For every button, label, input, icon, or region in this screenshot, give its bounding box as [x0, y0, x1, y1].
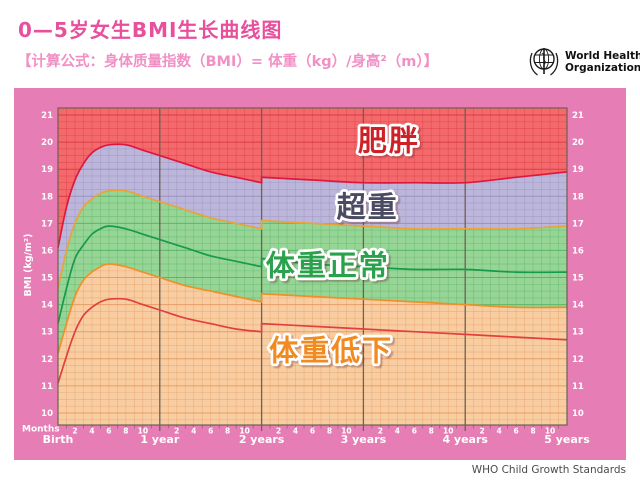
bmi-growth-chart: 10 10 11 11 12 12 13 13 14 14 15 15 16 16 17 17 18 18 19 19…: [22, 107, 590, 446]
x-month-tick-label: 2: [174, 427, 179, 436]
y-tick-label-right: 18: [572, 192, 584, 202]
curve-minus2sd: [57, 297, 568, 384]
x-month-tick-label: 6: [106, 427, 111, 436]
footer-credit: WHO Child Growth Standards: [471, 464, 626, 476]
x-month-tick-label: 2: [480, 427, 485, 436]
y-tick-label-right: 11: [572, 382, 584, 392]
plot-border: [57, 107, 568, 426]
x-month-tick-label: 6: [513, 427, 518, 436]
x-month-tick-label: 6: [412, 427, 417, 436]
who-logo-text-line1: World Health: [565, 49, 640, 62]
who-logo-text: World Health Organization: [565, 50, 640, 74]
y-tick-label-left: 17: [41, 219, 53, 229]
who-logo-text-line2: Organization: [565, 62, 640, 74]
x-month-tick-label: 10: [341, 427, 351, 436]
x-month-tick-label: 10: [239, 427, 249, 436]
x-month-tick-label: 2: [72, 427, 77, 436]
curve-minus1sd: [57, 263, 568, 354]
y-tick-label-right: 19: [572, 165, 584, 175]
y-tick-label-left: 11: [41, 382, 53, 392]
y-tick-label-right: 15: [572, 274, 584, 284]
curve-median: [57, 225, 568, 324]
x-month-tick-label: 2: [378, 427, 383, 436]
y-tick-label-right: 17: [572, 219, 584, 229]
x-year-label: 5 years: [544, 433, 590, 446]
y-tick-label-left: 20: [41, 138, 53, 148]
y-tick-label-right: 13: [572, 328, 584, 338]
page-subtitle: 【计算公式：身体质量指数（BMI）= 体重（kg）/身高²（m）】: [17, 54, 439, 70]
y-tick-label-left: 10: [41, 409, 53, 419]
x-month-tick-label: 4: [89, 427, 94, 436]
x-month-tick-label: 8: [123, 427, 128, 436]
y-tick-label-right: 12: [572, 355, 584, 365]
x-month-tick-label: 10: [138, 427, 148, 436]
x-month-tick-label: 8: [225, 427, 230, 436]
y-tick-label-left: 21: [41, 111, 53, 121]
page-title: 0—5岁女生BMI生长曲线图: [18, 18, 283, 42]
x-year-label: Birth: [43, 433, 74, 446]
curve-plus2sd: [57, 143, 568, 248]
x-year-label: 4 years: [442, 433, 488, 446]
y-tick-label-right: 16: [572, 246, 584, 256]
x-month-tick-label: 6: [208, 427, 213, 436]
y-tick-label-right: 21: [572, 111, 584, 121]
x-month-tick-label: 4: [395, 427, 400, 436]
y-tick-label-right: 10: [572, 409, 584, 419]
x-month-tick-label: 10: [545, 427, 555, 436]
y-tick-label-left: 19: [41, 165, 53, 175]
y-tick-label-left: 16: [41, 246, 53, 256]
x-year-label: 3 years: [341, 433, 387, 446]
y-tick-label-left: 14: [41, 301, 53, 311]
chart-panel: 10 10 11 11 12 12 13 13 14 14 15 15 16 16 17 17 18 18 19 19…: [14, 88, 626, 460]
x-year-label: 2 years: [239, 433, 285, 446]
x-axis-unit-label: Months: [22, 425, 60, 435]
who-logo-icon: [529, 48, 559, 76]
x-month-tick-label: 2: [276, 427, 281, 436]
y-tick-label-left: 18: [41, 192, 53, 202]
x-month-tick-label: 4: [293, 427, 298, 436]
y-tick-label-left: 13: [41, 328, 53, 338]
zone-normal-label: 体重正常: [266, 248, 390, 282]
y-tick-label-right: 14: [572, 301, 584, 311]
who-logo: World Health Organization: [527, 44, 640, 80]
x-month-tick-label: 6: [310, 427, 315, 436]
x-month-tick-label: 8: [530, 427, 535, 436]
x-month-tick-label: 8: [429, 427, 434, 436]
x-month-tick-label: 4: [191, 427, 196, 436]
x-month-tick-label: 8: [327, 427, 332, 436]
curve-plus1sd: [57, 189, 568, 289]
y-tick-label-right: 20: [572, 138, 584, 148]
y-tick-label-left: 12: [41, 355, 53, 365]
x-month-tick-label: 4: [497, 427, 502, 436]
x-year-label: 1 year: [140, 433, 180, 446]
zone-obese-label: 肥胖: [358, 124, 420, 158]
x-month-tick-label: 10: [443, 427, 453, 436]
zone-overweight-label: 超重: [337, 190, 399, 224]
y-tick-label-left: 15: [41, 274, 53, 284]
zone-underweight-label: 体重低下: [269, 334, 393, 368]
y-axis-title: BMI (kg/m²): [23, 234, 34, 297]
